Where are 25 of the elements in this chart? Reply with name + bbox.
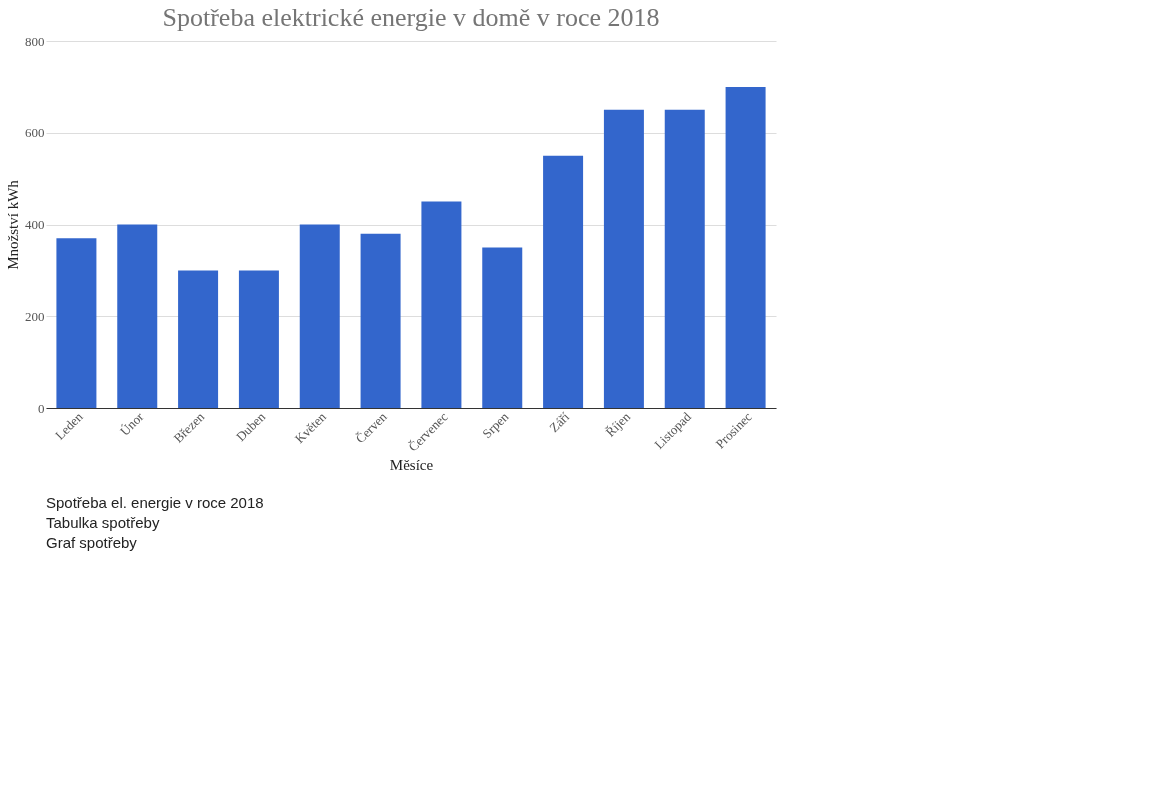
y-tick-label: 0: [38, 400, 45, 416]
bar: [178, 270, 219, 408]
bar: [299, 224, 340, 408]
y-tick-label: 200: [25, 308, 45, 324]
bar: [117, 224, 158, 408]
bar: [238, 270, 279, 408]
bar: [421, 201, 462, 408]
bar: [360, 233, 401, 408]
y-tick-label: 800: [25, 33, 45, 49]
text: Tabulka spotřeby: [46, 514, 160, 531]
text: Graf spotřeby: [46, 534, 138, 551]
x-axis-title: Měsíce: [389, 457, 434, 474]
chart-title: Spotřeba elektrické energie v domě v roce 2018: [162, 3, 660, 32]
y-tick-label: 600: [25, 125, 45, 141]
y-axis-title: Množství kWh: [5, 179, 21, 270]
text: Spotřeba el. energie v roce 2018: [46, 494, 264, 511]
x-tick-label: Září: [546, 408, 573, 436]
bar: [543, 155, 584, 408]
x-tick-label: Únor: [116, 408, 147, 439]
bar: [725, 86, 766, 408]
bar: [664, 109, 705, 408]
bar: [56, 238, 97, 408]
bar: [482, 247, 523, 408]
bar: [603, 109, 644, 408]
y-tick-label: 400: [25, 217, 45, 232]
